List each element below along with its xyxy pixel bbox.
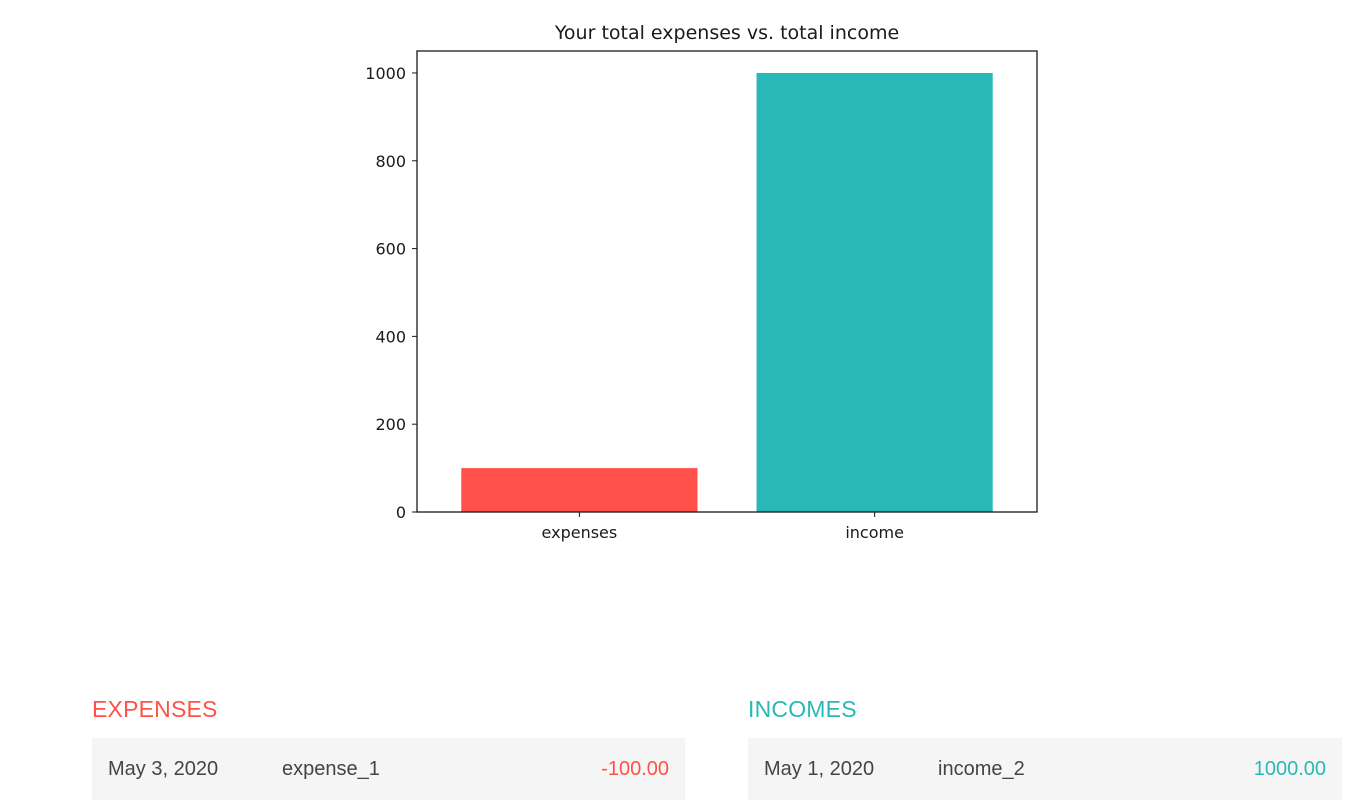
bar-income xyxy=(756,72,993,512)
income-amount: 1000.00 xyxy=(1253,758,1326,780)
x-tick-label-income: income xyxy=(845,523,904,542)
y-tick-label-200: 200 xyxy=(375,415,406,434)
x-tick-label-expenses: expenses xyxy=(542,523,618,542)
chart-title: Your total expenses vs. total income xyxy=(554,22,899,44)
expense-row[interactable]: May 3, 2020 expense_1 -100.00 xyxy=(92,738,685,800)
y-tick-label-600: 600 xyxy=(375,240,406,259)
income-name: income_2 xyxy=(938,758,1025,780)
plot-frame xyxy=(416,50,1038,513)
expenses-section: EXPENSES May 3, 2020 expense_1 -100.00 xyxy=(92,690,685,800)
incomes-section: INCOMES May 1, 2020 income_2 1000.00 xyxy=(748,690,1342,800)
expense-amount: -100.00 xyxy=(601,758,669,780)
y-tick-label-1000: 1000 xyxy=(365,64,406,83)
income-date: May 1, 2020 xyxy=(764,758,875,780)
income-row[interactable]: May 1, 2020 income_2 1000.00 xyxy=(748,738,1342,800)
expense-date: May 3, 2020 xyxy=(108,758,219,780)
bar-expenses xyxy=(461,468,698,512)
incomes-title: INCOMES xyxy=(748,696,857,722)
y-tick-label-0: 0 xyxy=(396,503,406,522)
y-tick-label-400: 400 xyxy=(375,327,406,346)
expense-name: expense_1 xyxy=(282,758,380,780)
expenses-title: EXPENSES xyxy=(92,696,218,722)
chart-area: Your total expenses vs. total income expe… xyxy=(365,22,1038,542)
transaction-lists: EXPENSES May 3, 2020 expense_1 -100.00 I… xyxy=(0,690,1363,800)
y-tick-label-800: 800 xyxy=(375,152,406,171)
bar-chart: Your total expenses vs. total income expe… xyxy=(365,22,1038,542)
